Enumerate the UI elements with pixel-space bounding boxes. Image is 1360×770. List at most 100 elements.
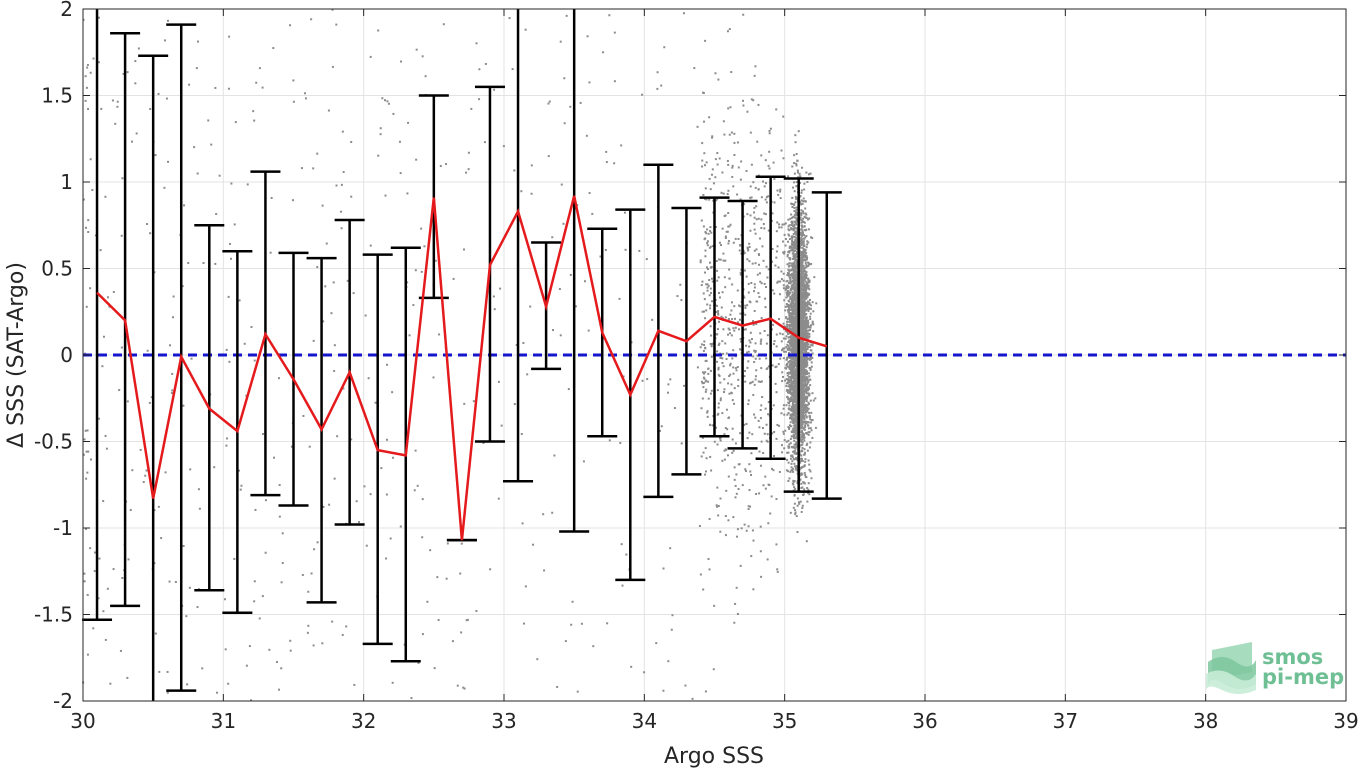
scatter-point	[753, 286, 756, 289]
scatter-point	[800, 224, 803, 227]
scatter-point	[795, 217, 798, 220]
scatter-point	[787, 378, 790, 381]
scatter-point	[795, 465, 798, 468]
scatter-point	[188, 83, 191, 86]
scatter-point	[795, 360, 798, 363]
scatter-point	[788, 404, 791, 407]
scatter-point	[788, 389, 791, 392]
scatter-point	[768, 167, 771, 170]
scatter-point	[800, 302, 803, 305]
scatter-point	[460, 542, 463, 545]
scatter-point	[576, 690, 579, 693]
scatter-point	[743, 328, 746, 331]
scatter-point	[346, 279, 349, 282]
scatter-point	[777, 424, 780, 427]
scatter-point	[805, 415, 808, 418]
scatter-point	[702, 225, 705, 228]
scatter-point	[790, 462, 793, 465]
scatter-point	[804, 333, 807, 336]
scatter-point	[791, 222, 794, 225]
scatter-point	[803, 325, 806, 328]
scatter-point	[807, 326, 810, 329]
scatter-point	[772, 404, 775, 407]
scatter-point	[790, 360, 793, 363]
scatter-point	[732, 327, 735, 330]
scatter-point	[794, 249, 797, 252]
scatter-point	[89, 158, 92, 161]
scatter-point	[801, 284, 804, 287]
scatter-point	[752, 394, 755, 397]
scatter-point	[493, 88, 496, 91]
scatter-point	[747, 403, 750, 406]
scatter-point	[812, 330, 815, 333]
scatter-point	[789, 304, 792, 307]
scatter-point	[802, 405, 805, 408]
scatter-point	[671, 614, 674, 617]
scatter-point	[781, 333, 784, 336]
scatter-point	[786, 332, 789, 335]
scatter-point	[805, 336, 808, 339]
scatter-point	[789, 356, 792, 359]
scatter-point	[722, 352, 725, 355]
scatter-point	[171, 372, 174, 375]
scatter-point	[730, 392, 733, 395]
scatter-point	[763, 227, 766, 230]
scatter-point	[792, 300, 795, 303]
scatter-point	[772, 343, 775, 346]
scatter-point	[782, 251, 785, 254]
scatter-point	[721, 340, 724, 343]
scatter-point	[210, 143, 213, 146]
scatter-point	[796, 428, 799, 431]
scatter-point	[472, 400, 475, 403]
scatter-point	[801, 415, 804, 418]
scatter-point	[794, 201, 797, 204]
scatter-point	[753, 249, 756, 252]
scatter-point	[790, 416, 793, 419]
scatter-point	[321, 204, 324, 207]
scatter-point	[784, 329, 787, 332]
scatter-point	[790, 317, 793, 320]
scatter-point	[669, 547, 672, 550]
scatter-point	[800, 288, 803, 291]
scatter-point	[802, 383, 805, 386]
scatter-point	[766, 334, 769, 337]
scatter-point	[793, 336, 796, 339]
scatter-point	[799, 343, 802, 346]
scatter-point	[784, 379, 787, 382]
scatter-point	[367, 377, 370, 380]
scatter-point	[802, 237, 805, 240]
scatter-point	[764, 407, 767, 410]
scatter-point	[794, 216, 797, 219]
scatter-point	[805, 349, 808, 352]
scatter-point	[749, 196, 752, 199]
scatter-point	[805, 216, 808, 219]
scatter-point	[799, 233, 802, 236]
scatter-point	[791, 227, 794, 230]
scatter-point	[805, 409, 808, 412]
scatter-point	[803, 321, 806, 324]
scatter-point	[792, 287, 795, 290]
scatter-point	[785, 285, 788, 288]
scatter-point	[306, 631, 309, 634]
scatter-point	[794, 231, 797, 234]
scatter-point	[398, 140, 401, 143]
scatter-point	[803, 405, 806, 408]
scatter-point	[804, 460, 807, 463]
scatter-point	[789, 511, 792, 514]
scatter-point	[799, 311, 802, 314]
scatter-point	[790, 370, 793, 373]
scatter-point	[755, 218, 758, 221]
scatter-point	[748, 246, 751, 249]
scatter-point	[795, 389, 798, 392]
scatter-point	[770, 467, 773, 470]
scatter-point	[725, 352, 728, 355]
scatter-point	[717, 402, 720, 405]
scatter-point	[775, 108, 778, 111]
scatter-point	[795, 458, 798, 461]
scatter-point	[799, 264, 802, 267]
scatter-point	[796, 530, 799, 533]
scatter-point	[790, 339, 793, 342]
scatter-point	[807, 427, 810, 430]
scatter-point	[84, 527, 87, 530]
scatter-point	[792, 371, 795, 374]
